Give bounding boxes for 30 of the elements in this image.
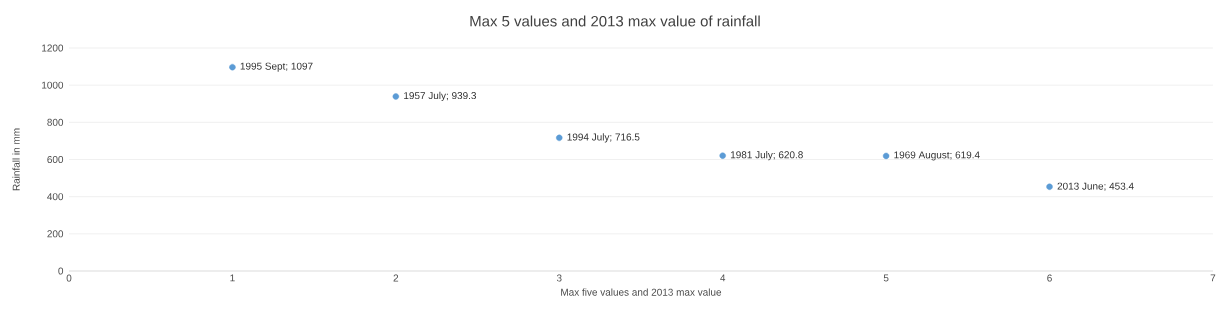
annotation: 1995 Sept; 1097 <box>240 62 313 72</box>
y-tick-label: 400 <box>47 193 64 201</box>
x-tick-label: 6 <box>1047 274 1052 282</box>
x-tick-label: 5 <box>883 274 889 282</box>
point <box>229 63 236 71</box>
y-tick-label: 0 <box>58 267 64 275</box>
point <box>882 152 890 160</box>
point <box>556 134 563 142</box>
x-tick-label: 4 <box>720 274 726 282</box>
annotation: 2013 June; 453.4 <box>1057 182 1134 191</box>
x-axis-title: Max five values and 2013 max value <box>561 288 722 296</box>
annotation: 1981 July; 620.8 <box>730 150 803 161</box>
point <box>1046 183 1053 190</box>
x-tick-label: 0 <box>66 274 72 282</box>
annotation: 1957 July; 939.3 <box>404 91 477 102</box>
x-tick-label: 3 <box>556 274 562 282</box>
y-axis-title: Rainfall in mm <box>12 128 20 191</box>
y-tick-label: 600 <box>47 155 64 164</box>
point <box>392 93 400 100</box>
point <box>719 152 726 159</box>
x-tick-label: 7 <box>1210 274 1216 282</box>
y-tick-label: 200 <box>47 230 64 238</box>
y-tick-label: 1000 <box>42 81 64 89</box>
x-tick-label: 1 <box>230 274 235 282</box>
annotation: 1994 July; 716.5 <box>567 133 640 143</box>
chart-title: Max 5 values and 2013 max value of rainfall <box>470 15 760 27</box>
y-tick-label: 800 <box>47 118 64 126</box>
x-tick-label: 2 <box>393 274 399 282</box>
y-tick-label: 1200 <box>42 44 64 52</box>
annotation: 1969 August; 619.4 <box>894 151 980 161</box>
